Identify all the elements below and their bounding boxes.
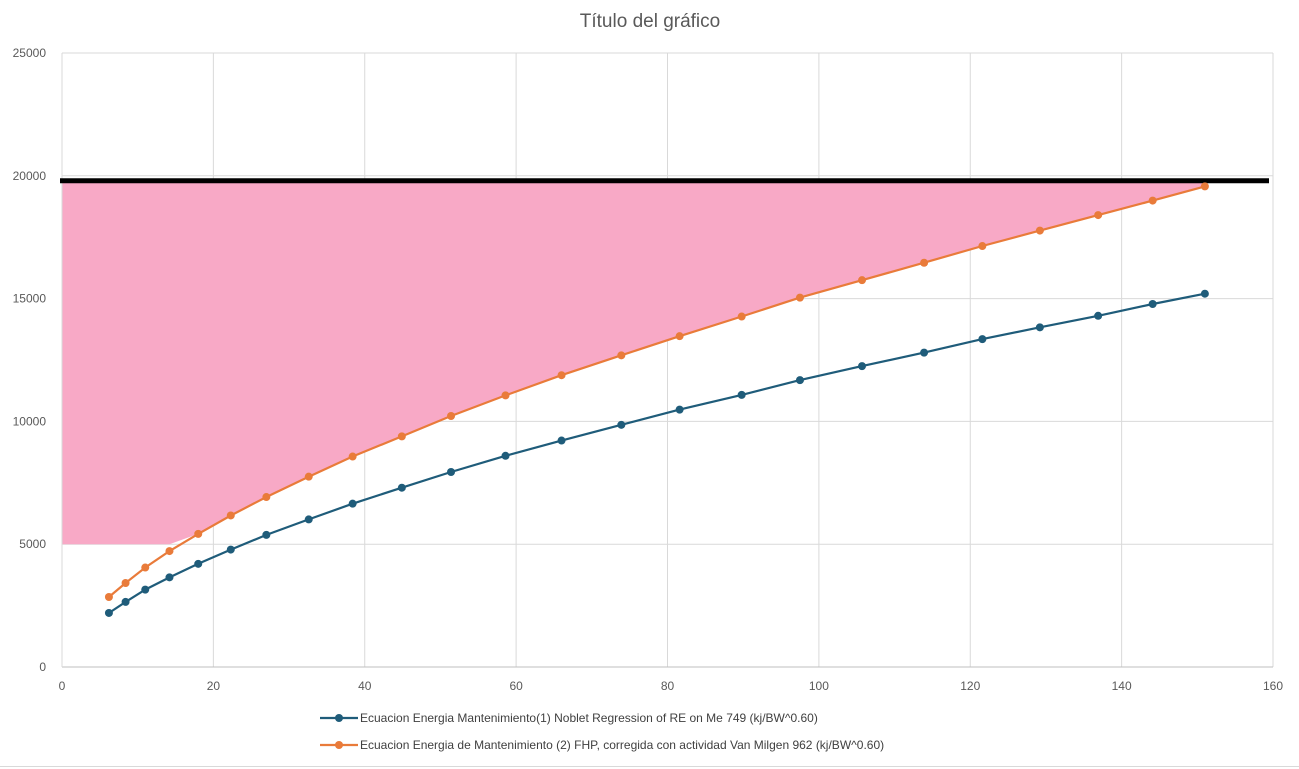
y-tick-label: 15000 <box>13 292 47 306</box>
y-tick-label: 0 <box>39 660 46 674</box>
data-point <box>737 390 746 399</box>
chart-title: Título del gráfico <box>580 11 720 32</box>
data-point <box>1094 311 1103 320</box>
data-point <box>121 579 130 588</box>
x-tick-label: 0 <box>59 679 66 693</box>
x-tick-label: 160 <box>1263 679 1283 693</box>
data-point <box>1035 226 1044 235</box>
data-point <box>617 420 626 429</box>
data-point <box>194 559 203 568</box>
y-tick-label: 20000 <box>13 169 47 183</box>
data-point <box>920 258 929 267</box>
data-point <box>978 335 987 344</box>
data-point <box>226 545 235 554</box>
data-point <box>262 530 271 539</box>
data-point <box>1200 289 1209 298</box>
y-tick-label: 5000 <box>19 537 46 551</box>
data-point <box>978 242 987 251</box>
x-tick-label: 20 <box>207 679 221 693</box>
x-tick-label: 40 <box>358 679 372 693</box>
data-point <box>121 597 130 606</box>
x-tick-label: 140 <box>1112 679 1132 693</box>
legend: Ecuacion Energia Mantenimiento(1) Noblet… <box>320 711 884 752</box>
x-tick-label: 60 <box>509 679 523 693</box>
y-tick-label: 10000 <box>13 414 47 428</box>
legend-entry: Ecuacion Energia Mantenimiento(1) Noblet… <box>360 711 818 725</box>
data-point <box>194 529 203 538</box>
data-point <box>447 411 456 420</box>
series-line-2 <box>108 185 1206 598</box>
data-point <box>858 362 867 371</box>
data-point <box>447 467 456 476</box>
data-point <box>104 608 113 617</box>
data-point <box>1094 211 1103 220</box>
data-point <box>1148 196 1157 205</box>
data-point <box>304 472 313 481</box>
shaded-area <box>62 180 1205 545</box>
data-point <box>795 376 804 385</box>
data-point <box>104 593 113 602</box>
legend-entry: Ecuacion Energia de Mantenimiento (2) FH… <box>360 738 884 752</box>
plot-area: 0 5000 10000 15000 20000 25000 0 20 40 60 80 100 120… <box>13 46 1284 752</box>
data-point <box>397 483 406 492</box>
x-tick-label: 120 <box>960 679 980 693</box>
data-point <box>858 276 867 285</box>
data-point <box>557 436 566 445</box>
data-point <box>795 293 804 302</box>
data-point <box>557 371 566 380</box>
divider <box>0 766 1299 767</box>
data-point <box>617 351 626 360</box>
data-point <box>165 573 174 582</box>
data-point <box>304 515 313 524</box>
legend-marker <box>335 741 343 749</box>
data-point <box>675 405 684 414</box>
data-point <box>675 332 684 341</box>
x-tick-label: 100 <box>809 679 829 693</box>
data-point <box>501 451 510 460</box>
data-point <box>348 452 357 461</box>
data-point <box>141 585 150 594</box>
data-point <box>1035 323 1044 332</box>
data-point <box>1200 182 1209 191</box>
data-point <box>920 348 929 357</box>
data-point <box>397 432 406 441</box>
series-line-1 <box>108 292 1206 614</box>
legend-marker <box>335 714 343 722</box>
y-tick-label: 25000 <box>13 46 47 60</box>
data-point <box>262 493 271 502</box>
data-point <box>1148 300 1157 309</box>
data-point <box>141 563 150 572</box>
data-point <box>501 391 510 400</box>
data-point <box>165 547 174 556</box>
data-point <box>348 499 357 508</box>
data-point <box>226 511 235 520</box>
x-tick-label: 80 <box>661 679 675 693</box>
data-point <box>737 312 746 321</box>
